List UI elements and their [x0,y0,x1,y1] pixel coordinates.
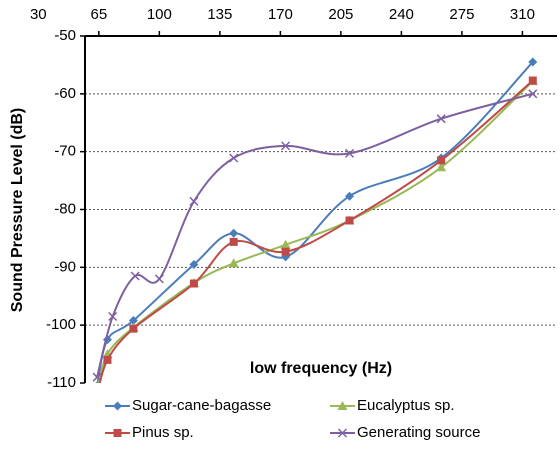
legend-label: Eucalyptus sp. [357,397,455,414]
data-point [92,384,102,393]
data-point [189,196,199,206]
data-point [93,391,101,399]
data-point [528,76,537,85]
data-point [436,162,447,172]
data-point [108,311,118,322]
data-point [344,148,355,158]
data-point [189,259,199,269]
data-point [229,228,239,238]
data-point [92,372,102,382]
x-tick-label: 170 [268,6,293,23]
x-tick-label: 30 [30,6,47,23]
y-tick-label: -100 [46,316,76,333]
data-point [345,191,355,201]
data-point [228,258,239,268]
x-tick-label: 135 [207,6,232,23]
data-point [281,141,291,151]
x-tick-label: 310 [510,6,535,23]
y-tick-label: -50 [54,27,76,44]
data-point [436,114,446,124]
x-tick-label: 275 [449,6,474,23]
data-point [128,316,138,326]
data-point [528,89,538,99]
data-point [130,271,140,281]
data-point [437,156,446,165]
x-tick-label: 65 [90,6,107,23]
data-point [129,324,138,333]
y-tick-label: -80 [54,200,76,217]
x-tick-label: 240 [389,6,414,23]
legend-label: Generating source [357,424,480,441]
data-point [154,274,164,284]
y-tick-label: -60 [54,85,76,102]
series-line [98,79,534,383]
x-axis-label: low frequency (Hz) [250,360,392,377]
data-point [280,239,291,249]
y-axis-label: Sound Pressure Level (dB) [9,108,26,313]
data-point [103,355,112,364]
legend-label: Pinus sp. [132,424,194,441]
legend-marker [113,429,122,437]
data-point [528,57,538,67]
x-tick-label: 205 [328,6,353,23]
data-point [229,153,239,163]
x-tick-label: 100 [147,6,172,23]
y-tick-label: -90 [54,258,76,275]
legend-marker [337,428,348,438]
data-point [345,216,354,225]
data-point [281,247,290,256]
y-tick-label: -110 [47,374,76,391]
legend-label: Sugar-cane-bagasse [132,397,271,414]
data-point [229,237,238,246]
series-line [97,80,534,383]
y-tick-label: -70 [54,143,76,160]
legend-marker [113,401,122,411]
series-line [96,92,534,378]
data-point [189,279,198,288]
legend-marker [337,401,348,410]
